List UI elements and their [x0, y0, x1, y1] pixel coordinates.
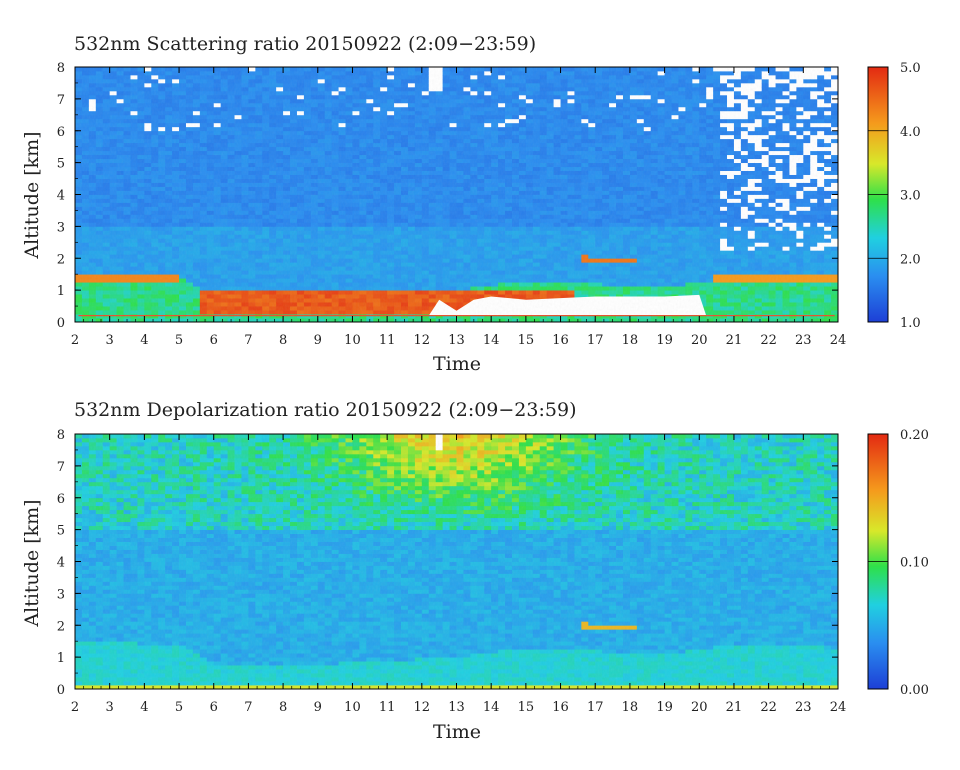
chart-title: 532nm Scattering ratio 20150922 (2:09−23… — [74, 33, 536, 55]
plot-area — [75, 67, 839, 323]
scattering-ratio-panel: 532nm Scattering ratio 20150922 (2:09−23… — [21, 33, 921, 375]
